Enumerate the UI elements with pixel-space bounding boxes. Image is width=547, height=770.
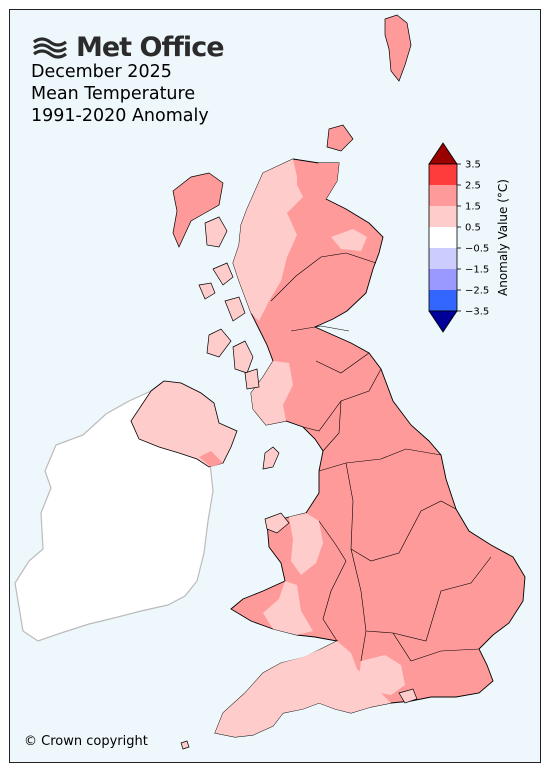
scottish-islands [172, 14, 412, 390]
colorbar-band [429, 206, 457, 227]
title-line-variable: Mean Temperature [31, 84, 196, 104]
southwest-england-light [215, 641, 391, 737]
isles-of-scilly [180, 740, 190, 750]
colorbar-tick-label: −3.5 [465, 307, 489, 318]
map-frame: 3.5 2.5 1.5 0.5 −0.5 −1.5 −2.5 −3.5 Anomaly Valu… [9, 9, 541, 763]
region-boundaries [270, 252, 492, 662]
colorbar-tick-label: 1.5 [465, 202, 481, 213]
colorbar-axis-label: Anomaly Value (°C) [496, 179, 510, 296]
north-coast-warm [297, 163, 339, 199]
anglesey [264, 512, 290, 534]
anomaly-map: 3.5 2.5 1.5 0.5 −0.5 −1.5 −2.5 −3.5 Anomaly Valu… [14, 14, 526, 750]
colorbar-tick-label: 2.5 [465, 181, 481, 192]
southwest-scotland-light [251, 361, 293, 425]
colorbar-tick-label: −1.5 [465, 265, 489, 276]
northern-ireland-warm-patch [199, 451, 223, 467]
colorbar-band [429, 164, 457, 185]
copyright-notice: © Crown copyright [24, 734, 148, 749]
brand-name: Met Office [76, 32, 225, 63]
south-wales-light [263, 581, 313, 635]
colorbar-tick-label: 3.5 [465, 160, 481, 171]
colorbar-band [429, 269, 457, 290]
colorbar-band [429, 248, 457, 269]
isle-of-man [262, 446, 280, 470]
colorbar-band [429, 185, 457, 206]
colorbar-band [429, 290, 457, 311]
met-office-logo: Met Office [32, 32, 225, 63]
isle-of-wight [398, 688, 418, 704]
colorbar-tick-label: −0.5 [465, 244, 489, 255]
title-line-month: December 2025 [31, 62, 172, 82]
cairngorm-light [331, 229, 367, 251]
colorbar-tick-label: 0.5 [465, 223, 481, 234]
south-downs-light [359, 655, 405, 695]
title-line-baseline: 1991-2020 Anomaly [31, 106, 209, 126]
northern-ireland [130, 380, 238, 468]
north-wales-light [289, 513, 323, 575]
colorbar: 3.5 2.5 1.5 0.5 −0.5 −1.5 −2.5 −3.5 Anomaly Valu… [428, 142, 510, 333]
colorbar-lower-extension [428, 310, 458, 333]
map-title: December 2025 Mean Temperature 1991-2020… [31, 61, 209, 127]
colorbar-tick-label: −2.5 [465, 286, 489, 297]
colorbar-band [429, 227, 457, 248]
colorbar-upper-extension [428, 142, 458, 165]
met-office-wave-icon [33, 36, 67, 59]
north-highlands-light [233, 159, 303, 321]
